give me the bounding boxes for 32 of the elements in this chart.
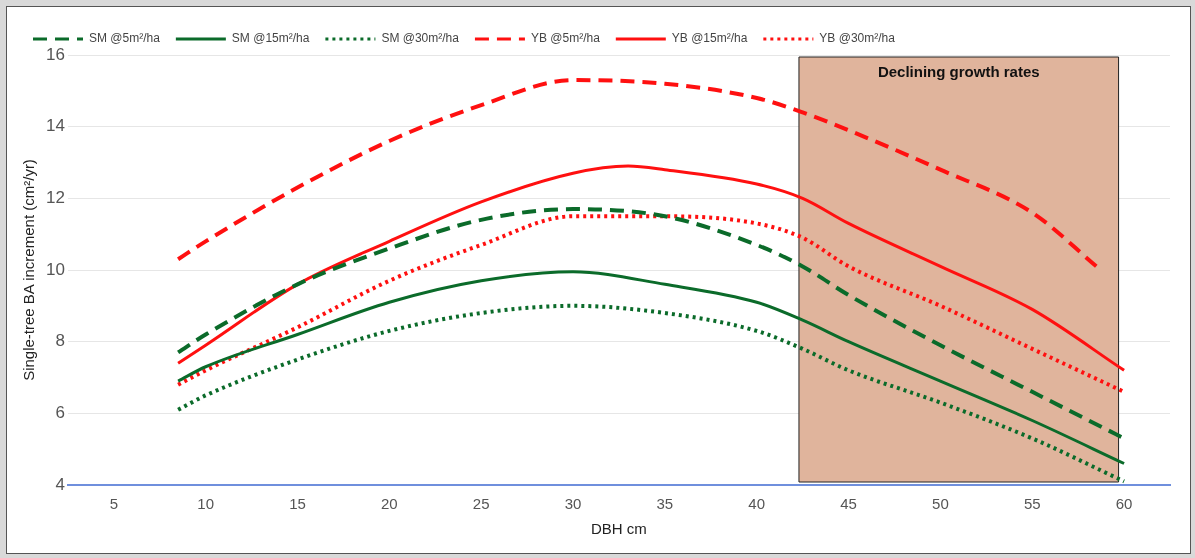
y-axis-title: Single-tree BA increment (cm²/yr) [20, 159, 38, 381]
legend-label: YB @30m²/ha [819, 31, 896, 46]
x-tick-label: 30 [564, 495, 582, 513]
line-series [176, 303, 1127, 484]
line-series [176, 164, 1126, 372]
x-tick-label: 60 [1115, 495, 1133, 513]
x-axis-title: DBH cm [591, 520, 647, 538]
x-tick-label: 35 [656, 495, 674, 513]
x-tick-label: 55 [1023, 495, 1041, 513]
band-label: Declining growth rates [877, 62, 1040, 80]
x-tick-label: 20 [381, 495, 398, 513]
x-tick-label: 5 [109, 495, 118, 513]
legend-label: SM @5m²/ha [89, 31, 161, 46]
legend-label: SM @30m²/ha [381, 31, 460, 46]
line-series [176, 78, 1099, 269]
y-tick-label: 4 [55, 474, 65, 494]
y-tick-label: 10 [45, 259, 65, 279]
legend-label: YB @5m²/ha [530, 31, 601, 46]
y-tick-label: 12 [45, 188, 65, 208]
x-tick-label: 15 [289, 495, 306, 513]
line-series [176, 270, 1126, 465]
y-tick-label: 8 [55, 331, 65, 351]
x-tick-label: 10 [197, 495, 215, 513]
x-tick-label: 50 [932, 495, 949, 513]
y-tick-label: 16 [45, 44, 65, 64]
y-tick-label: 6 [55, 403, 65, 423]
legend-label: SM @15m²/ha [231, 31, 310, 46]
x-tick-label: 45 [840, 495, 857, 513]
x-tick-label: 40 [748, 495, 766, 513]
x-tick-label: 25 [472, 495, 490, 513]
legend-label: YB @15m²/ha [671, 31, 748, 46]
y-tick-label: 14 [45, 116, 65, 136]
